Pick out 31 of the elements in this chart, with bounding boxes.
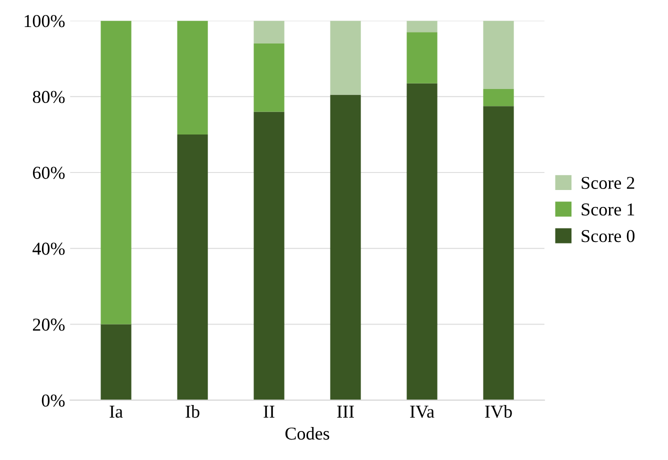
bar	[406, 20, 438, 32]
x-tick-label: Ia	[110, 406, 123, 418]
legend-label: Score 2	[582, 176, 634, 189]
bar	[254, 112, 284, 400]
bar	[483, 106, 514, 400]
bar	[100, 20, 132, 324]
x-tick-label: II	[264, 406, 274, 418]
bar	[330, 20, 361, 95]
bar	[177, 20, 208, 135]
y-tick-label: 20%	[32, 318, 65, 331]
x-tick-label: III	[337, 406, 354, 418]
legend-label: Score 1	[582, 203, 634, 216]
bar	[177, 134, 208, 400]
x-tick-label: IVa	[410, 406, 434, 418]
y-tick-label: 100%	[24, 14, 65, 28]
y-tick-label: 60%	[32, 166, 65, 179]
y-tick-label: 40%	[32, 242, 65, 255]
bar	[483, 89, 514, 106]
bar	[254, 20, 284, 44]
bar	[483, 20, 514, 90]
x-axis-title: Codes	[285, 426, 330, 440]
x-tick-label: IVb	[485, 405, 512, 418]
bar	[406, 83, 438, 400]
bar	[330, 94, 361, 400]
y-tick-label: 0%	[42, 394, 65, 407]
legend-label: Score 0	[582, 230, 634, 242]
bar	[100, 324, 132, 400]
bar	[254, 43, 284, 112]
bar	[406, 32, 438, 84]
y-tick-label: 80%	[32, 90, 65, 104]
x-tick-label: Ib	[186, 405, 200, 418]
